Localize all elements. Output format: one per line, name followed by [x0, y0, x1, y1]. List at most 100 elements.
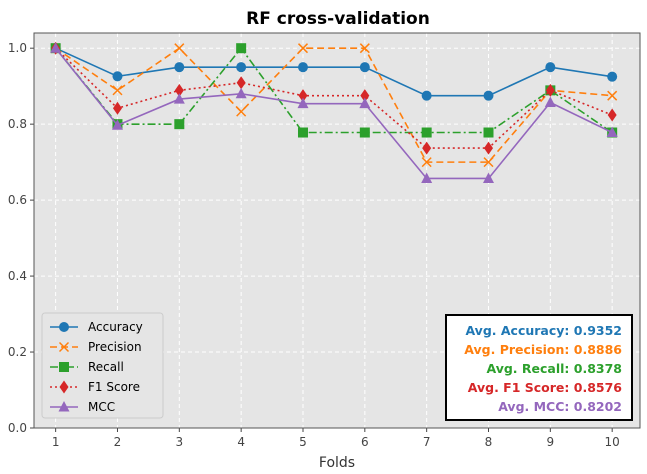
legend: Accuracy Precision Recall F1 Score MCC [41, 312, 164, 419]
data-point-precision [112, 85, 123, 96]
data-point-accuracy [359, 62, 370, 73]
x-tick-label: 4 [237, 435, 245, 449]
data-point-accuracy [545, 62, 556, 73]
data-point-recall [421, 127, 432, 138]
legend-marker-precision [58, 341, 70, 353]
data-point-mcc [235, 87, 247, 99]
series-line-accuracy [55, 47, 613, 97]
data-point-accuracy [297, 62, 308, 73]
data-point-mcc [173, 93, 185, 104]
y-tick-label: 0.0 [8, 421, 27, 435]
legend-label-recall: Recall [88, 360, 124, 374]
x-marker-stroke [483, 157, 494, 168]
data-point-f1-score [360, 89, 370, 103]
data-point-precision [421, 157, 432, 168]
y-tick-label: 0.2 [8, 345, 27, 359]
series-line-recall [55, 46, 613, 134]
x-marker-stroke [297, 43, 309, 54]
data-point-mcc [606, 126, 618, 138]
data-point-accuracy [607, 71, 618, 82]
y-tick-label: 0.8 [8, 117, 27, 131]
legend-frame [41, 312, 164, 419]
legend-marker-recall [59, 362, 69, 372]
x-tick-label: 10 [605, 435, 620, 449]
plot-frame [33, 32, 641, 429]
data-point-recall [174, 119, 185, 130]
x-axis-label: Folds [319, 455, 355, 471]
x-marker-stroke [236, 106, 247, 117]
data-point-f1-score [484, 141, 493, 155]
y-tick-label: 0.4 [8, 269, 27, 283]
summary-line: Avg. Accuracy: 0.9352 [465, 323, 622, 338]
legend-item-recall: Recall [50, 360, 124, 374]
data-point-recall [359, 127, 370, 138]
legend-label-mcc: MCC [88, 400, 115, 414]
data-point-accuracy [112, 71, 123, 82]
data-point-f1-score [422, 141, 432, 155]
y-tick-label: 0.6 [8, 193, 27, 207]
data-point-accuracy [174, 62, 185, 73]
legend-label-accuracy: Accuracy [88, 320, 143, 334]
x-tick-label: 3 [175, 435, 183, 449]
summary-line: Avg. F1 Score: 0.8576 [468, 380, 623, 395]
series-mcc [50, 42, 618, 183]
axis-layer: 1 2 3 4 5 6 7 8 9 10 0.0 0.2 0.4 0.6 0.8 1.0 [8, 32, 641, 449]
summary-frame [445, 314, 633, 421]
legend-label-precision: Precision [88, 340, 142, 354]
data-point-recall [297, 127, 308, 138]
legend-marker-accuracy [59, 322, 69, 332]
x-marker-stroke [174, 43, 185, 54]
chart-title: RF cross-validation [246, 9, 430, 29]
data-point-mcc [297, 97, 309, 109]
legend-item-f1-score: F1 Score [50, 380, 140, 394]
summary-line: Avg. Recall: 0.8378 [486, 361, 622, 376]
summary-line: Avg. Precision: 0.8886 [464, 342, 622, 357]
data-point-f1-score [545, 83, 555, 97]
legend-marker-mcc [58, 401, 70, 412]
data-point-mcc [421, 172, 433, 183]
legend-item-mcc: MCC [50, 400, 115, 414]
data-point-f1-score [236, 76, 246, 90]
x-tick-label: 8 [485, 435, 493, 449]
series-accuracy [50, 43, 618, 101]
data-point-mcc [483, 172, 494, 183]
data-point-recall [483, 127, 494, 138]
data-point-mcc [544, 96, 556, 108]
x-tick-label: 6 [361, 435, 369, 449]
data-point-mcc [111, 119, 123, 130]
series-line-mcc [55, 47, 613, 180]
x-tick-label: 7 [423, 435, 431, 449]
series-line-f1-score [55, 47, 613, 149]
data-point-precision [359, 43, 370, 54]
data-point-precision [297, 43, 309, 54]
data-point-precision [236, 106, 247, 117]
x-tick-label: 9 [547, 435, 555, 449]
data-point-f1-score [607, 108, 617, 122]
x-marker-stroke [421, 157, 432, 168]
legend-marker-f1-score [59, 380, 69, 394]
legend-item-precision: Precision [50, 340, 142, 354]
summary-line: Avg. MCC: 0.8202 [498, 399, 622, 414]
y-tick-label: 1.0 [8, 41, 27, 55]
series-layer [50, 41, 618, 183]
data-point-precision [483, 157, 494, 168]
x-marker-stroke [607, 90, 618, 101]
summary-box: Avg. Accuracy: 0.9352 Avg. Precision: 0.8… [445, 314, 633, 421]
data-point-f1-score [174, 83, 184, 97]
x-tick-label: 1 [52, 435, 60, 449]
data-point-mcc [359, 97, 371, 109]
x-marker-stroke [359, 43, 370, 54]
data-point-f1-score [298, 89, 308, 103]
data-point-precision [607, 90, 618, 101]
data-point-recall [236, 43, 247, 54]
x-tick-label: 2 [114, 435, 122, 449]
legend-label-f1-score: F1 Score [88, 380, 140, 394]
legend-item-accuracy: Accuracy [50, 320, 143, 334]
data-point-accuracy [483, 90, 494, 101]
data-point-precision [174, 43, 185, 54]
x-marker-stroke [58, 341, 70, 353]
data-point-f1-score [112, 101, 122, 115]
data-point-accuracy [236, 62, 247, 73]
x-marker-stroke [112, 85, 123, 96]
